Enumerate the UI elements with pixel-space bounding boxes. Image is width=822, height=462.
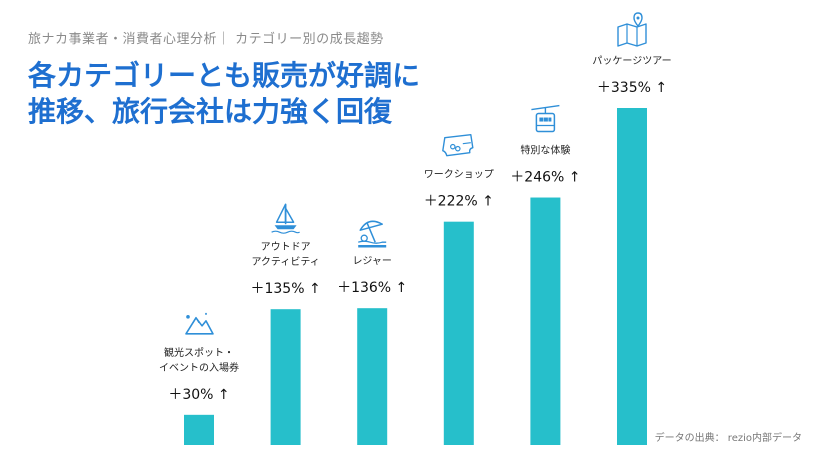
title-line-2: 推移、旅行会社は力強く回復 [28,95,393,128]
data-source-note: データの出典： rezio内部データ [654,433,802,444]
value-label-3: ＋222% ↑ [424,194,494,210]
value-label-4: ＋246% ↑ [510,170,580,186]
value-label-0: ＋30% ↑ [168,387,229,403]
category-label-3-0: ワークショップ [424,169,494,181]
mountain-icon [185,312,214,335]
page-subtitle: 旅ナカ事業者・消費者心理分析｜ カテゴリー別の成長趨勢 [28,32,384,47]
bar-5 [617,108,647,445]
beach-umbrella-icon [357,220,387,248]
category-label-5-0: パッケージツアー [592,55,671,67]
category-label-0-0: 観光スポット・ [164,346,234,359]
category-label-4-0: 特別な体験 [520,144,570,157]
page-title: 各カテゴリーとも販売が好調に 推移、旅行会社は力強く回復 [28,58,420,130]
bar-2 [357,308,388,445]
bar-4 [530,197,561,445]
value-label-1: ＋135% ↑ [250,281,320,297]
bar-0 [184,414,214,445]
bar-3 [443,221,474,445]
ropeway-icon [531,104,560,133]
bar-1 [270,309,301,445]
category-label-1-1: アクティビティ [251,256,319,268]
sailboat-icon [271,203,300,234]
category-label-1-0: アウトドア [261,241,311,253]
value-label-2: ＋136% ↑ [337,280,407,296]
ticket-icon [442,133,474,157]
category-label-2-0: レジャー [352,256,392,267]
value-label-5: ＋335% ↑ [597,80,667,96]
category-label-0-1: イベントの入場券 [159,361,239,374]
title-line-1: 各カテゴリーとも販売が好調に [28,59,421,92]
map-icon [617,12,647,47]
